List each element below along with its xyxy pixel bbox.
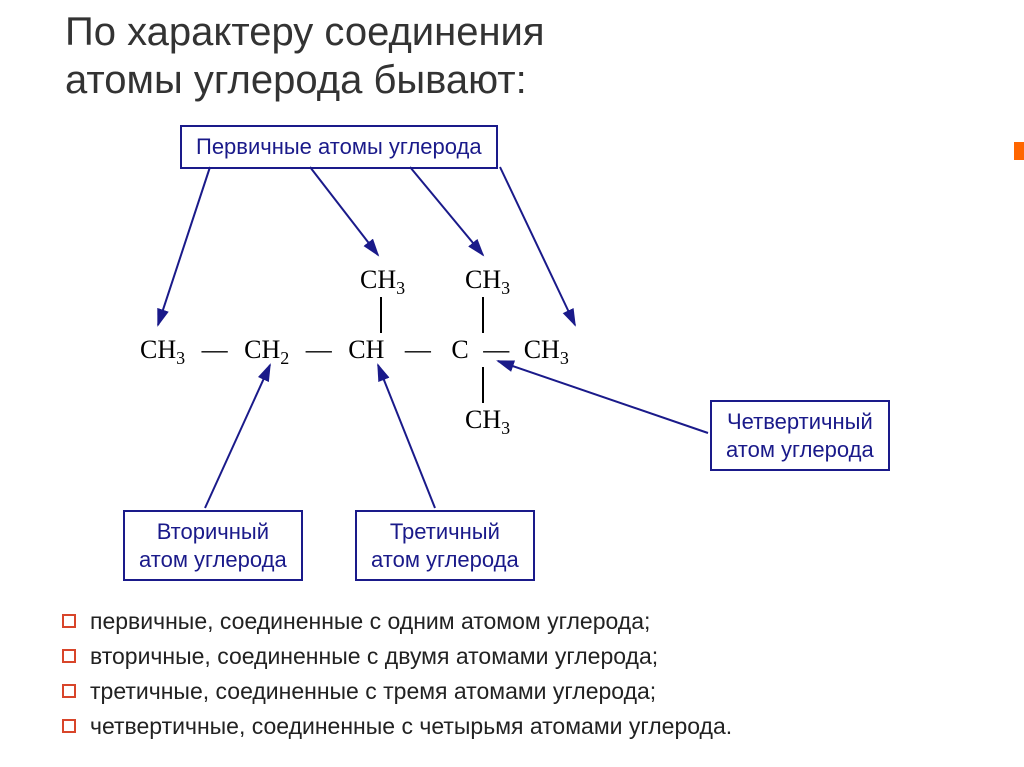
sub3: 3 [396,278,405,298]
label-quaternary-l2: атом углерода [726,437,874,462]
page-title: По характеру соединения атомы углерода б… [65,8,545,104]
list-text: вторичные, соединенные с двумя атомами у… [90,643,658,670]
label-primary: Первичные атомы углерода [180,125,498,169]
formula-bottom-ch3: CH3 [465,405,510,439]
label-secondary-l2: атом углерода [139,547,287,572]
bond-v [380,297,382,333]
ch3-text: CH [360,265,396,294]
accent-bar [1014,142,1024,160]
label-primary-text: Первичные атомы углерода [196,134,482,159]
list-text: первичные, соединенные с одним атомом уг… [90,608,650,635]
label-tertiary-l2: атом углерода [371,547,519,572]
label-quaternary-l1: Четвертичный [727,409,873,434]
bullet-icon [62,614,76,628]
formula-top-ch3-a: CH3 [360,265,405,299]
diagram: Первичные атомы углерода Вторичный атом … [60,115,960,585]
bond-v [482,297,484,333]
title-line1: По характеру соединения [65,10,545,54]
bullet-icon [62,649,76,663]
ch: CH [348,335,384,364]
bond-v [482,367,484,403]
ch3: CH [465,405,501,434]
bullet-icon [62,719,76,733]
list-item: первичные, соединенные с одним атомом уг… [62,608,732,635]
sub2: 2 [280,348,289,368]
label-tertiary: Третичный атом углерода [355,510,535,581]
ch3: CH [140,335,176,364]
list-item: третичные, соединенные с тремя атомами у… [62,678,732,705]
label-secondary: Вторичный атом углерода [123,510,303,581]
list-text: четвертичные, соединенные с четырьмя ато… [90,713,732,740]
bullet-icon [62,684,76,698]
list-item: четвертичные, соединенные с четырьмя ато… [62,713,732,740]
title-line2: атомы углерода бывают: [65,58,527,102]
dash: — [391,335,445,365]
list-item: вторичные, соединенные с двумя атомами у… [62,643,732,670]
dash: — [192,335,238,365]
ch3: CH [524,335,560,364]
c: C [451,335,468,364]
label-tertiary-l1: Третичный [390,519,500,544]
list-text: третичные, соединенные с тремя атомами у… [90,678,656,705]
dash: — [475,335,517,365]
sub3: 3 [176,348,185,368]
sub3: 3 [501,278,510,298]
label-secondary-l1: Вторичный [157,519,269,544]
dash: — [296,335,342,365]
formula-main-row: CH3 — CH2 — CH — C — CH3 [140,335,569,369]
label-quaternary: Четвертичный атом углерода [710,400,890,471]
sub3: 3 [501,418,510,438]
formula-top-ch3-b: CH3 [465,265,510,299]
definition-list: первичные, соединенные с одним атомом уг… [62,608,732,748]
ch3-text: CH [465,265,501,294]
sub3: 3 [560,348,569,368]
ch2: CH [244,335,280,364]
